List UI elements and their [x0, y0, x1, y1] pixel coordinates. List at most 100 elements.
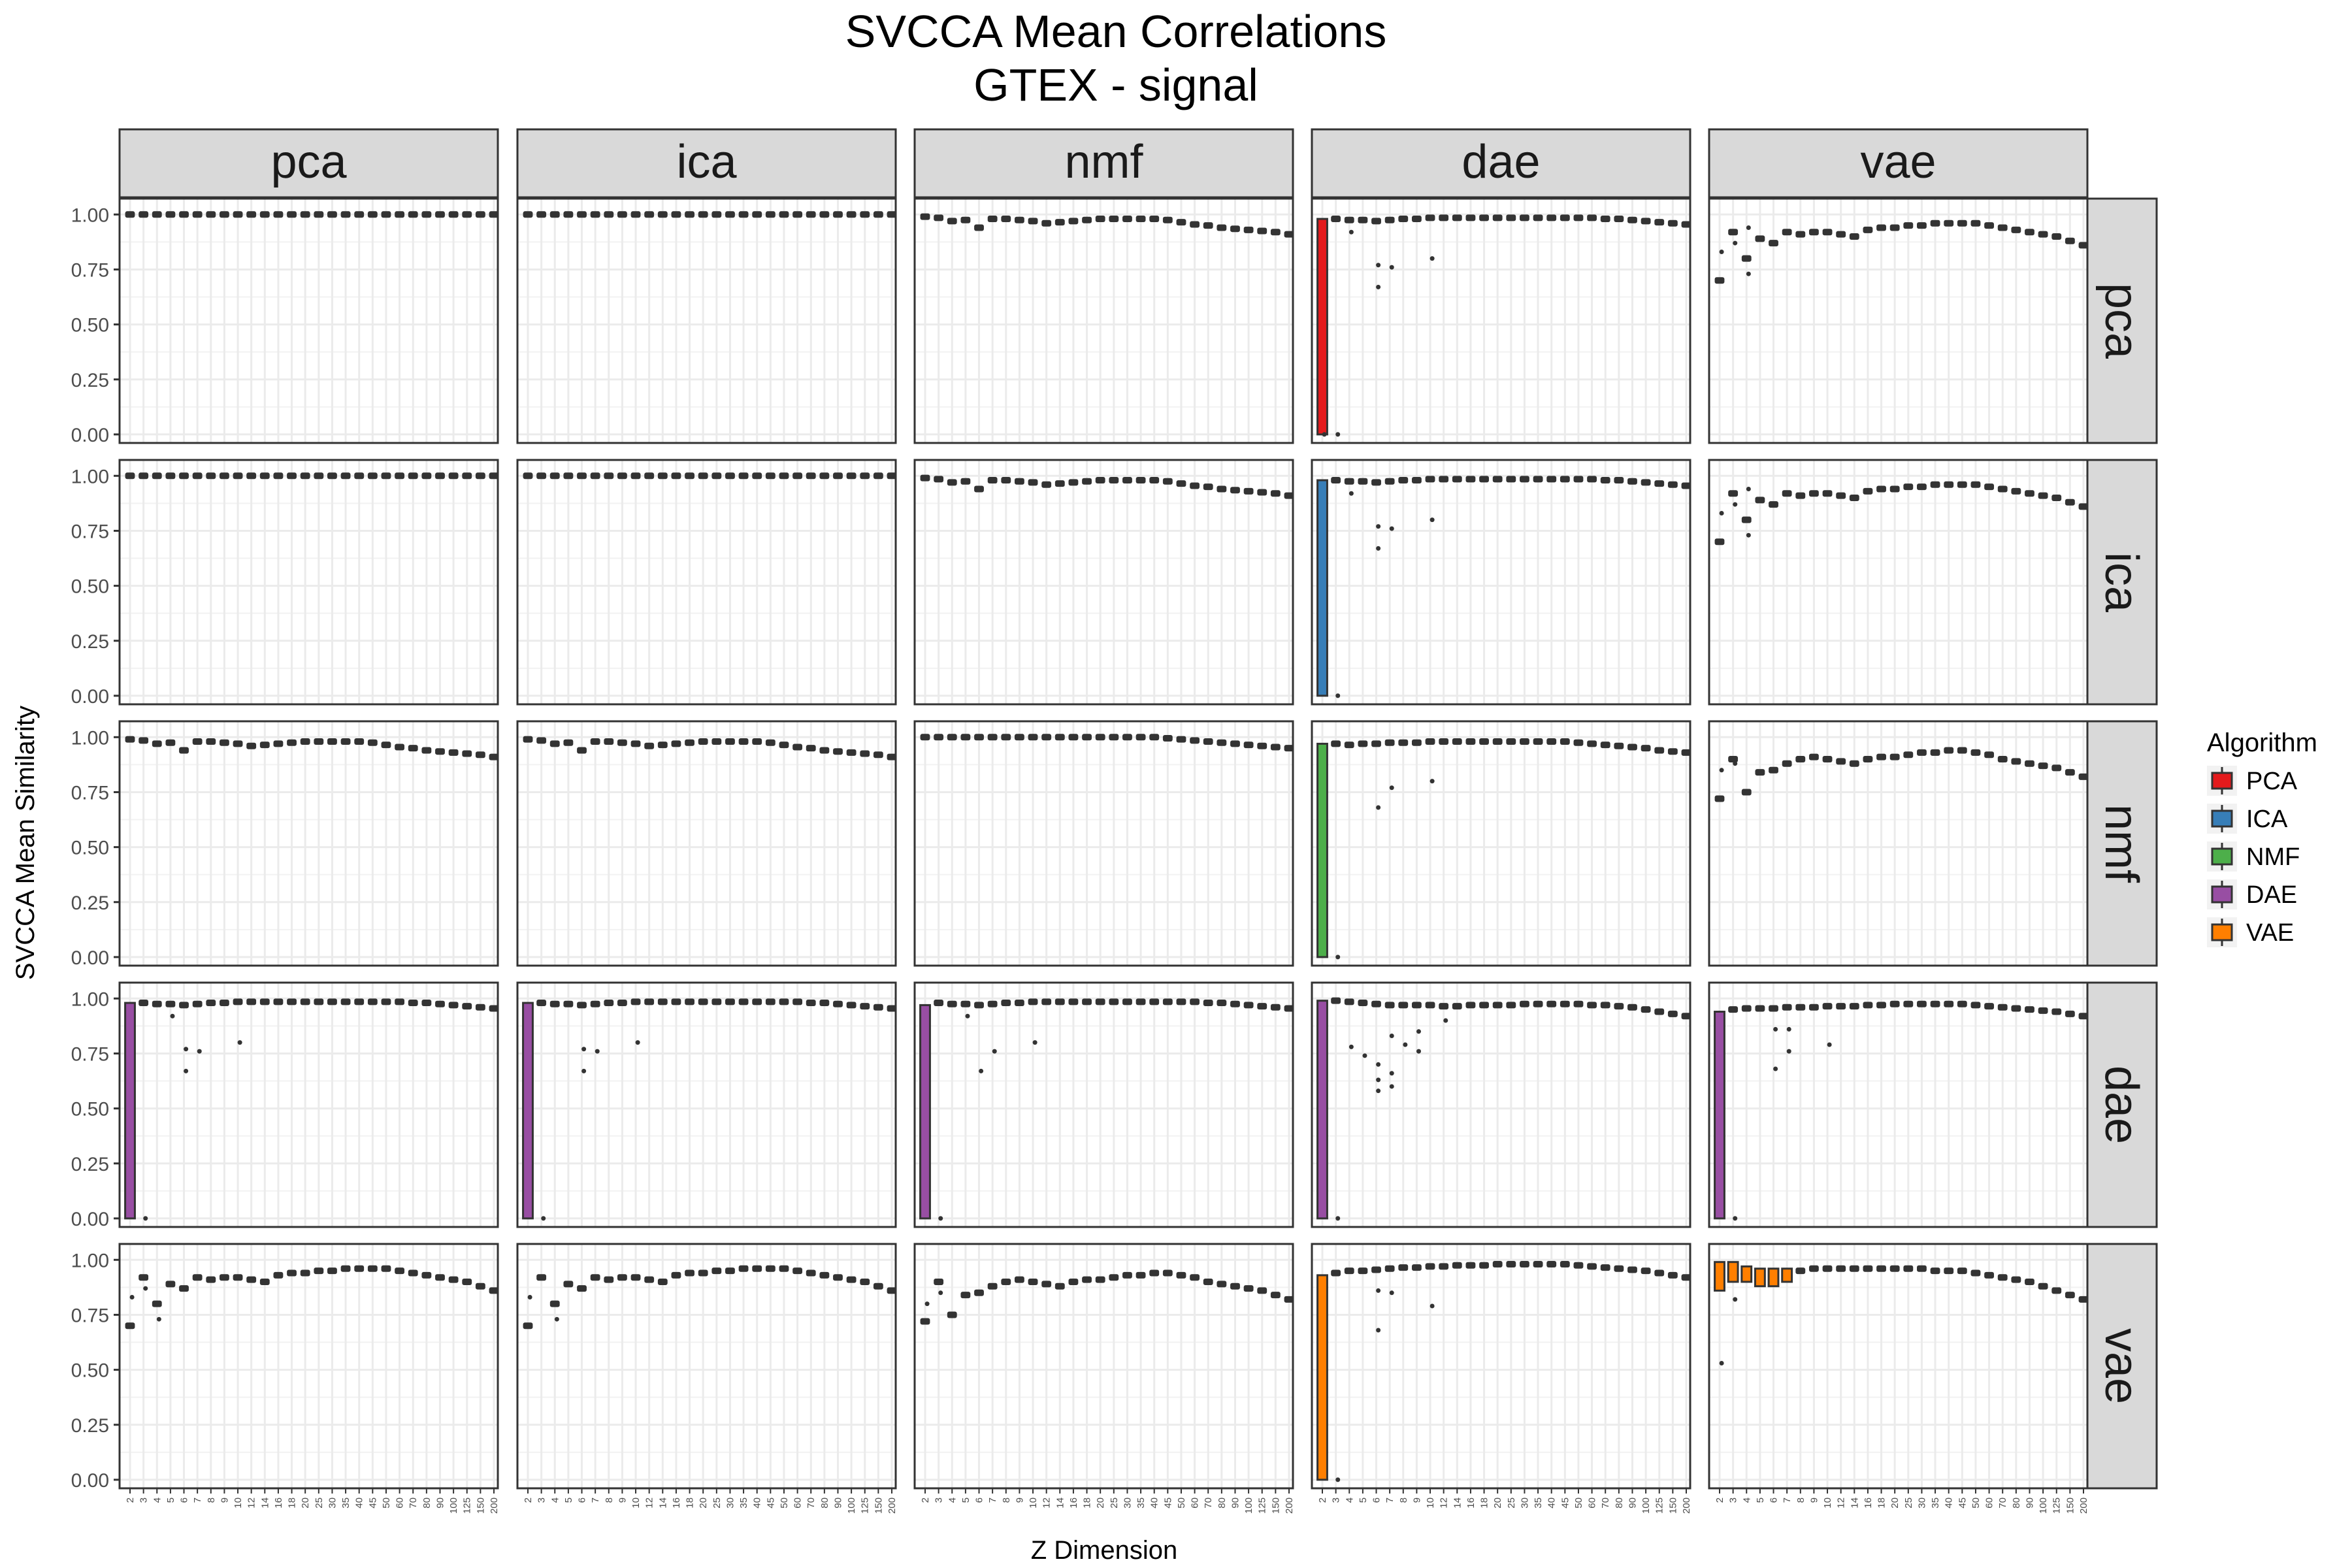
box-z16	[1863, 487, 1873, 495]
box-z45	[1957, 1000, 1967, 1007]
row-strip-label: nmf	[2095, 804, 2148, 883]
box-z35	[1533, 1000, 1543, 1007]
box-z80	[2011, 487, 2021, 495]
outlier-point	[170, 1013, 175, 1019]
box-z7	[1782, 1004, 1792, 1011]
box-z6	[1371, 740, 1381, 747]
box-z35	[738, 1265, 749, 1272]
strip-background	[2086, 720, 2158, 967]
outlier-point	[581, 1068, 587, 1073]
outlier-point	[1322, 432, 1327, 437]
box-z150	[1270, 229, 1281, 236]
box-z25	[1109, 216, 1119, 223]
box-z20	[698, 211, 708, 218]
outlier-point	[1335, 1216, 1341, 1221]
box-ica-z2	[1316, 479, 1328, 697]
box-z9	[1014, 734, 1024, 741]
panel-dae-dae	[1311, 981, 1691, 1228]
x-tick-label: 20	[698, 1497, 709, 1509]
box-vae-z7	[1781, 1267, 1793, 1283]
x-tick-label: 70	[1203, 1497, 1214, 1509]
panel-nmf-pca: 0.00 0.25 0.50 0.75 1.00	[71, 720, 499, 969]
y-tick-label: 1.00	[71, 988, 109, 1010]
box-z150	[1667, 481, 1678, 488]
panel-background	[1709, 199, 2087, 443]
box-z90	[2025, 1006, 2034, 1013]
box-z9	[1411, 1264, 1422, 1271]
box-z20	[1492, 476, 1503, 483]
box-z40	[1149, 998, 1160, 1005]
box-z10	[1028, 1278, 1038, 1285]
x-tick-label: 30	[1916, 1497, 1927, 1509]
box-z125	[2051, 1287, 2062, 1294]
outlier-point	[1719, 768, 1724, 773]
x-tick-label: 50	[1176, 1497, 1187, 1509]
box-z14	[1849, 1003, 1859, 1010]
box-z50	[1970, 220, 1981, 227]
box-z150	[2065, 1010, 2075, 1017]
box-z60	[1190, 1274, 1200, 1281]
box-z90	[435, 472, 445, 480]
box-z50	[1176, 998, 1186, 1005]
box-z12	[246, 742, 257, 749]
box-z6	[179, 1002, 189, 1009]
outlier-point	[129, 1295, 135, 1300]
panel-border	[913, 459, 1294, 706]
box-z45	[1560, 476, 1570, 483]
box-z5	[1755, 235, 1765, 242]
box-z40	[1944, 220, 1954, 227]
box-z7	[192, 738, 203, 745]
x-tick-label: 6	[1769, 1497, 1780, 1503]
box-z100	[448, 1276, 459, 1283]
x-tick-label: 20	[1492, 1497, 1503, 1509]
box-z7	[1384, 1265, 1395, 1272]
box-z6	[1769, 501, 1778, 508]
box-z7	[192, 1000, 203, 1007]
box-z80	[819, 211, 830, 218]
box-z7	[1384, 739, 1395, 746]
box-z30	[1520, 1000, 1529, 1007]
box-z80	[1217, 485, 1227, 493]
box-z40	[354, 998, 365, 1005]
box-z18	[1479, 214, 1489, 221]
box-z40	[1149, 734, 1160, 741]
box-z200	[887, 753, 897, 760]
box-z125	[1257, 1003, 1267, 1010]
box-z5	[563, 211, 574, 218]
box-z40	[1944, 747, 1954, 754]
x-tick-label: 6	[577, 1497, 588, 1503]
x-tick-label: 2	[523, 1497, 534, 1503]
box-dae-z2	[1316, 1000, 1328, 1220]
box-z16	[1068, 1278, 1079, 1285]
box-z18	[1876, 1265, 1886, 1272]
box-z45	[1162, 1269, 1173, 1277]
box-z30	[327, 472, 337, 480]
box-z18	[1876, 1002, 1886, 1009]
box-z45	[1957, 220, 1967, 227]
box-z5	[563, 472, 574, 480]
box-z3	[536, 1274, 547, 1281]
box-z90	[435, 748, 445, 755]
box-z40	[752, 738, 762, 745]
y-tick-label: 0.25	[71, 1415, 109, 1437]
x-tick-label: 2	[920, 1497, 931, 1503]
box-z70	[1997, 224, 2008, 231]
box-z150	[873, 1282, 883, 1290]
box-z200	[2078, 1296, 2089, 1303]
box-z8	[206, 472, 216, 480]
box-z125	[1257, 742, 1267, 749]
box-z18	[1479, 1262, 1489, 1269]
box-z12	[246, 1276, 257, 1283]
box-z70	[1600, 216, 1610, 223]
legend: Algorithm PCA ICA NMF DAE VAE	[2207, 728, 2317, 947]
box-z40	[752, 472, 762, 480]
outlier-point	[197, 1049, 202, 1054]
column-strip-label: nmf	[1064, 136, 1143, 188]
panel-border	[118, 459, 499, 706]
box-z60	[1190, 221, 1200, 228]
box-z20	[300, 738, 310, 745]
box-vae-z3	[1727, 1261, 1739, 1283]
box-z25	[711, 1267, 722, 1275]
box-z150	[1667, 1010, 1678, 1017]
x-tick-label: 45	[367, 1497, 378, 1509]
